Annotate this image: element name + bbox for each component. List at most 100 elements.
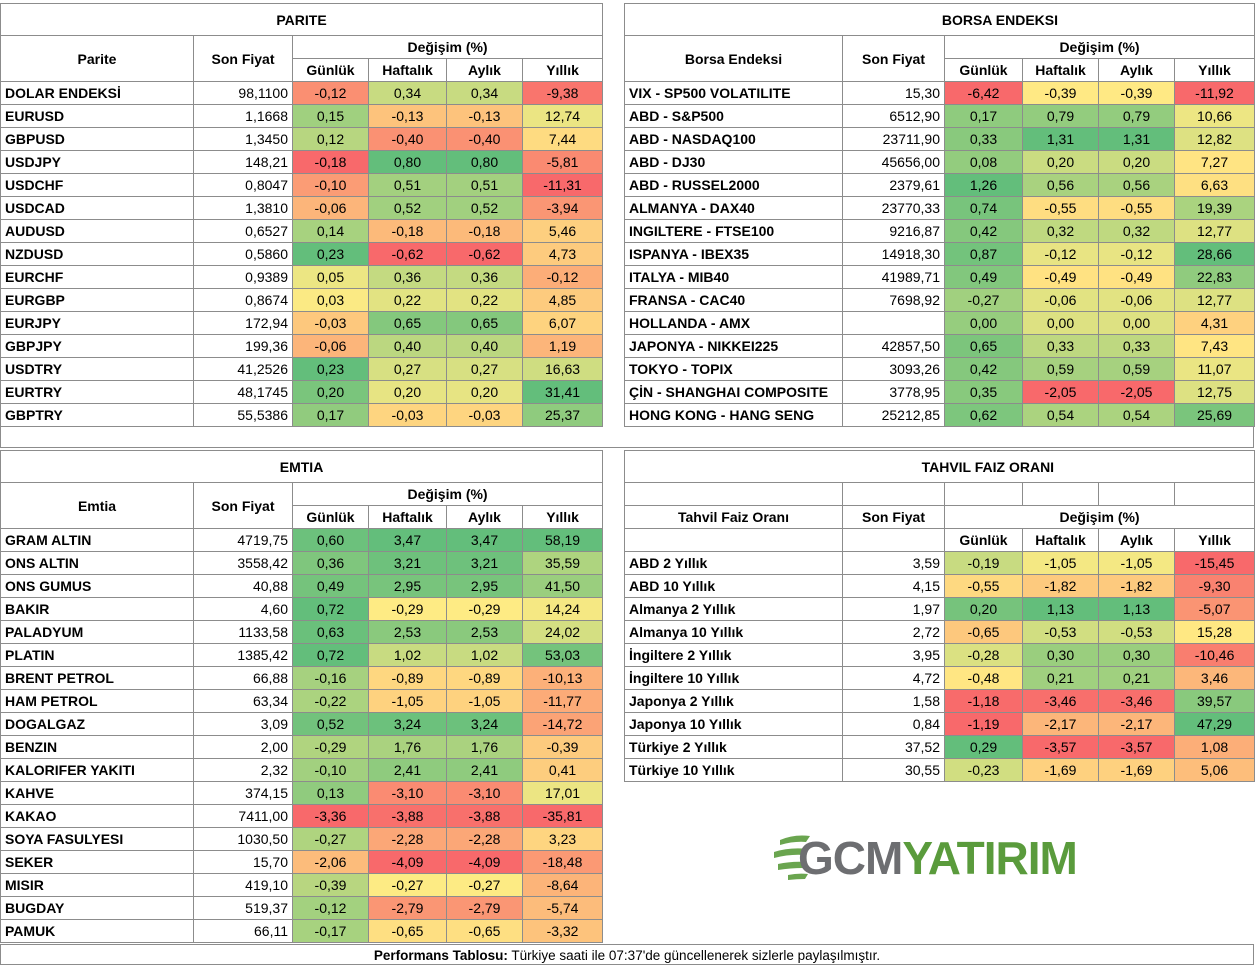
- borsa-title: BORSA ENDEKSI: [623, 3, 1256, 36]
- emtia-row-price: 374,15: [193, 781, 293, 805]
- borsa-row-daily: 0,17: [944, 104, 1023, 128]
- borsa-row-price: 23770,33: [842, 196, 945, 220]
- emtia-row-weekly: 2,95: [368, 574, 447, 598]
- borsa-row-weekly: -2,05: [1022, 380, 1099, 404]
- parite-row-price: 199,36: [193, 334, 293, 358]
- tahvil-row-price: 2,72: [842, 620, 945, 644]
- emtia-row-yearly: -11,77: [521, 689, 604, 713]
- emtia-row-name: PLATIN: [0, 643, 194, 667]
- borsa-col-weekly: Haftalık: [1022, 58, 1099, 82]
- borsa-row-name: ISPANYA - IBEX35: [624, 242, 843, 266]
- borsa-row: INGILTERE - FTSE100 9216,87 0,42 0,32 0,32 12…: [624, 219, 1256, 243]
- emtia-row-monthly: -0,89: [446, 666, 523, 690]
- tahvil-row-yearly: 39,57: [1173, 689, 1256, 713]
- borsa-row-name: ABD - NASDAQ100: [624, 127, 843, 151]
- tahvil-blank-cell: [1098, 482, 1175, 506]
- emtia-row-yearly: -3,32: [521, 919, 604, 943]
- borsa-row-monthly: 0,59: [1098, 357, 1175, 381]
- emtia-row: PALADYUM 1133,58 0,63 2,53 2,53 24,02: [0, 620, 604, 644]
- borsa-row-daily: 0,00: [944, 311, 1023, 335]
- borsa-row-monthly: -0,06: [1098, 288, 1175, 312]
- borsa-row-price: 6512,90: [842, 104, 945, 128]
- tahvil-row-name: Almanya 2 Yıllık: [624, 597, 843, 621]
- emtia-row-daily: -0,16: [292, 666, 369, 690]
- emtia-row-weekly: -3,10: [368, 781, 447, 805]
- borsa-col-monthly: Aylık: [1098, 58, 1175, 82]
- emtia-row-monthly: 3,47: [446, 528, 523, 552]
- tahvil-row-yearly: -9,30: [1173, 574, 1256, 598]
- parite-row-name: NZDUSD: [0, 242, 194, 266]
- borsa-row-name: JAPONYA - NIKKEI225: [624, 334, 843, 358]
- borsa-row-yearly: -11,92: [1173, 81, 1256, 105]
- borsa-row-daily: -6,42: [944, 81, 1023, 105]
- parite-row-daily: 0,20: [292, 380, 369, 404]
- emtia-row-monthly: 3,24: [446, 712, 523, 736]
- borsa-row-daily: 1,26: [944, 173, 1023, 197]
- borsa-row-price: 9216,87: [842, 219, 945, 243]
- borsa-row-weekly: -0,39: [1022, 81, 1099, 105]
- emtia-row-monthly: -3,88: [446, 804, 523, 828]
- borsa-row-name: ALMANYA - DAX40: [624, 196, 843, 220]
- tahvil-row-name: Almanya 10 Yıllık: [624, 620, 843, 644]
- borsa-row-yearly: 6,63: [1173, 173, 1256, 197]
- borsa-row-weekly: -0,12: [1022, 242, 1099, 266]
- borsa-row-yearly: 12,82: [1173, 127, 1256, 151]
- borsa-row-yearly: 4,31: [1173, 311, 1256, 335]
- emtia-row-daily: 0,63: [292, 620, 369, 644]
- parite-row: GBPJPY 199,36 -0,06 0,40 0,40 1,19: [0, 334, 604, 358]
- emtia-row-monthly: 2,53: [446, 620, 523, 644]
- emtia-row-name: BAKIR: [0, 597, 194, 621]
- parite-row-monthly: 0,80: [446, 150, 523, 174]
- borsa-row-price: 3093,26: [842, 357, 945, 381]
- tahvil-col-monthly: Aylık: [1098, 528, 1175, 552]
- borsa-row-monthly: 0,20: [1098, 150, 1175, 174]
- borsa-row-daily: 0,65: [944, 334, 1023, 358]
- emtia-row-monthly: 2,41: [446, 758, 523, 782]
- tahvil-blank-cell: [944, 482, 1023, 506]
- emtia-col-weekly: Haftalık: [368, 505, 447, 529]
- parite-row-daily: -0,12: [292, 81, 369, 105]
- emtia-row-weekly: -0,27: [368, 873, 447, 897]
- emtia-row-monthly: -1,05: [446, 689, 523, 713]
- emtia-row-price: 1133,58: [193, 620, 293, 644]
- borsa-row-yearly: 7,43: [1173, 334, 1256, 358]
- tahvil-row-daily: 0,29: [944, 735, 1023, 759]
- parite-row-price: 0,8674: [193, 288, 293, 312]
- parite-row-name: GBPJPY: [0, 334, 194, 358]
- tahvil-row-yearly: 15,28: [1173, 620, 1256, 644]
- borsa-row-name: ABD - RUSSEL2000: [624, 173, 843, 197]
- emtia-row-yearly: 3,23: [521, 827, 604, 851]
- tahvil-blank-cell: [1173, 482, 1256, 506]
- tahvil-row-yearly: -5,07: [1173, 597, 1256, 621]
- parite-row-price: 1,3810: [193, 196, 293, 220]
- borsa-row-monthly: 0,32: [1098, 219, 1175, 243]
- emtia-row-daily: 0,52: [292, 712, 369, 736]
- tahvil-row-daily: -0,48: [944, 666, 1023, 690]
- borsa-row-monthly: 0,33: [1098, 334, 1175, 358]
- parite-row-weekly: 0,34: [368, 81, 447, 105]
- emtia-col-change: Değişim (%): [291, 482, 604, 506]
- emtia-row-weekly: -0,89: [368, 666, 447, 690]
- tahvil-row-yearly: -15,45: [1173, 551, 1256, 575]
- emtia-row-daily: -2,06: [292, 850, 369, 874]
- borsa-col-name: Borsa Endeksi: [624, 35, 843, 82]
- emtia-row: KAHVE 374,15 0,13 -3,10 -3,10 17,01: [0, 781, 604, 805]
- parite-row-daily: -0,06: [292, 196, 369, 220]
- emtia-row-name: ONS GUMUS: [0, 574, 194, 598]
- borsa-row-name: ABD - S&P500: [624, 104, 843, 128]
- parite-row-daily: 0,03: [292, 288, 369, 312]
- gcm-logo-part1: GCM: [798, 832, 903, 884]
- emtia-row-price: 66,88: [193, 666, 293, 690]
- emtia-table: EMTIA Emtia Son Fiyat Değişim (%) Günlük…: [0, 450, 604, 943]
- tahvil-row-weekly: -1,05: [1022, 551, 1099, 575]
- emtia-row: MISIR 419,10 -0,39 -0,27 -0,27 -8,64: [0, 873, 604, 897]
- parite-row-weekly: 0,51: [368, 173, 447, 197]
- emtia-row-monthly: -2,28: [446, 827, 523, 851]
- emtia-row-weekly: 2,53: [368, 620, 447, 644]
- parite-col-monthly: Aylık: [446, 58, 523, 82]
- borsa-row-monthly: -0,12: [1098, 242, 1175, 266]
- parite-row-daily: 0,05: [292, 265, 369, 289]
- parite-row-name: USDTRY: [0, 357, 194, 381]
- parite-row: EURJPY 172,94 -0,03 0,65 0,65 6,07: [0, 311, 604, 335]
- borsa-row: JAPONYA - NIKKEI225 42857,50 0,65 0,33 0,33 7…: [624, 334, 1256, 358]
